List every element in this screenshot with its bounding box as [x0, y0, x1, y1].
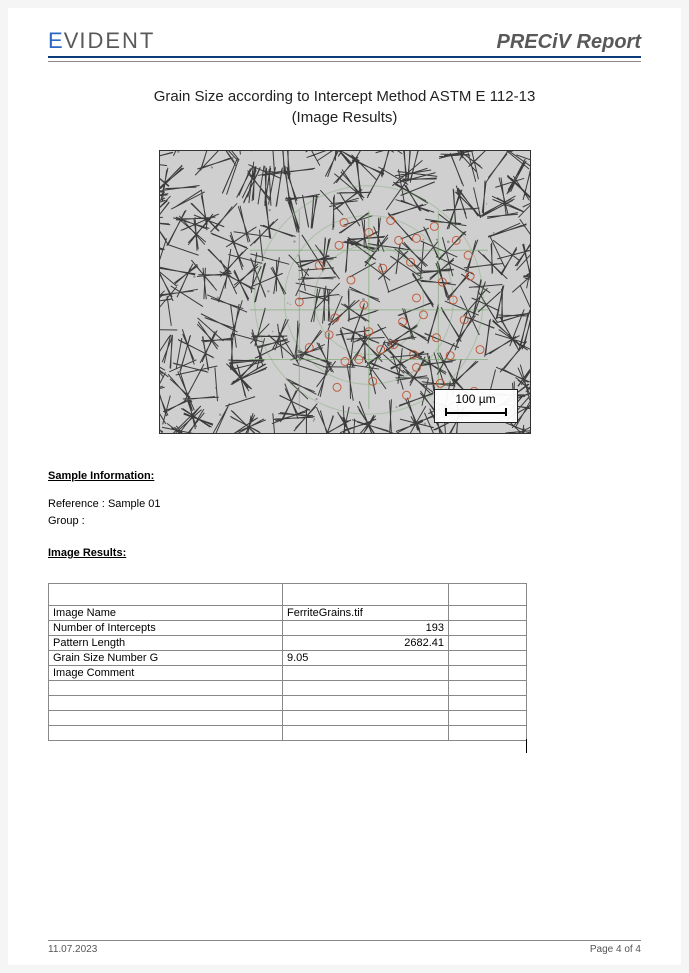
- table-header-cell: [449, 584, 527, 606]
- table-cell-extra: [449, 636, 527, 651]
- table-cell-extra: [449, 681, 527, 696]
- table-cell-extra: [449, 696, 527, 711]
- table-cell-value: [283, 681, 449, 696]
- sample-reference-line: Reference : Sample 01 Group :: [48, 496, 641, 529]
- table-cell-extra: [449, 606, 527, 621]
- table-row: Pattern Length2682.41: [49, 636, 527, 651]
- title-line-2: (Image Results): [48, 107, 641, 128]
- table-cell-label: [49, 696, 283, 711]
- table-cell-value: [283, 696, 449, 711]
- report-page: EVIDENT PRECiV Report Grain Size accordi…: [8, 8, 681, 965]
- sample-info-heading: Sample Information:: [48, 470, 641, 482]
- group-label: Group :: [48, 515, 85, 527]
- table-header-row: [49, 584, 527, 606]
- table-cell-value: FerriteGrains.tif: [283, 606, 449, 621]
- table-cell-label: Pattern Length: [49, 636, 283, 651]
- table-cell-value: [283, 711, 449, 726]
- table-cell-value: 193: [283, 621, 449, 636]
- footer-date: 11.07.2023: [48, 944, 97, 955]
- table-row: [49, 726, 527, 741]
- title-line-1: Grain Size according to Intercept Method…: [48, 86, 641, 107]
- table-cell-label: [49, 711, 283, 726]
- reference-value: Sample 01: [108, 498, 161, 510]
- table-row: Image Comment: [49, 666, 527, 681]
- table-cell-extra: [449, 621, 527, 636]
- table-row: [49, 711, 527, 726]
- table-cell-value: [283, 726, 449, 741]
- table-row: [49, 681, 527, 696]
- table-header-cell: [49, 584, 283, 606]
- scale-bar: 100 µm: [434, 389, 518, 423]
- table-cell-label: [49, 726, 283, 741]
- reference-label: Reference :: [48, 498, 105, 510]
- table-row: Number of Intercepts193: [49, 621, 527, 636]
- table-row: Grain Size Number G9.05: [49, 651, 527, 666]
- footer-page: Page 4 of 4: [590, 944, 641, 955]
- image-results-table: Image NameFerriteGrains.tifNumber of Int…: [48, 583, 527, 741]
- table-row: [49, 696, 527, 711]
- table-header-cell: [283, 584, 449, 606]
- table-cell-label: Image Comment: [49, 666, 283, 681]
- table-cell-extra: [449, 726, 527, 741]
- table-cell-extra: [449, 711, 527, 726]
- report-title: PRECiV Report: [497, 31, 641, 54]
- table-cell-extra: [449, 666, 527, 681]
- table-cell-value: 9.05: [283, 651, 449, 666]
- brand-logo: EVIDENT: [48, 28, 155, 54]
- table-cell-label: Image Name: [49, 606, 283, 621]
- table-row: Image NameFerriteGrains.tif: [49, 606, 527, 621]
- text-cursor: [526, 739, 527, 753]
- table-cell-label: Number of Intercepts: [49, 621, 283, 636]
- table-cell-value: [283, 666, 449, 681]
- table-cell-extra: [449, 651, 527, 666]
- table-cell-label: Grain Size Number G: [49, 651, 283, 666]
- image-results-heading: Image Results:: [48, 547, 641, 559]
- micrograph-image: 100 µm: [159, 150, 531, 434]
- scale-bar-label: 100 µm: [455, 392, 495, 406]
- page-header: EVIDENT PRECiV Report: [48, 28, 641, 58]
- document-title: Grain Size according to Intercept Method…: [48, 86, 641, 128]
- table-cell-value: 2682.41: [283, 636, 449, 651]
- table-cell-label: [49, 681, 283, 696]
- page-footer: 11.07.2023 Page 4 of 4: [48, 940, 641, 955]
